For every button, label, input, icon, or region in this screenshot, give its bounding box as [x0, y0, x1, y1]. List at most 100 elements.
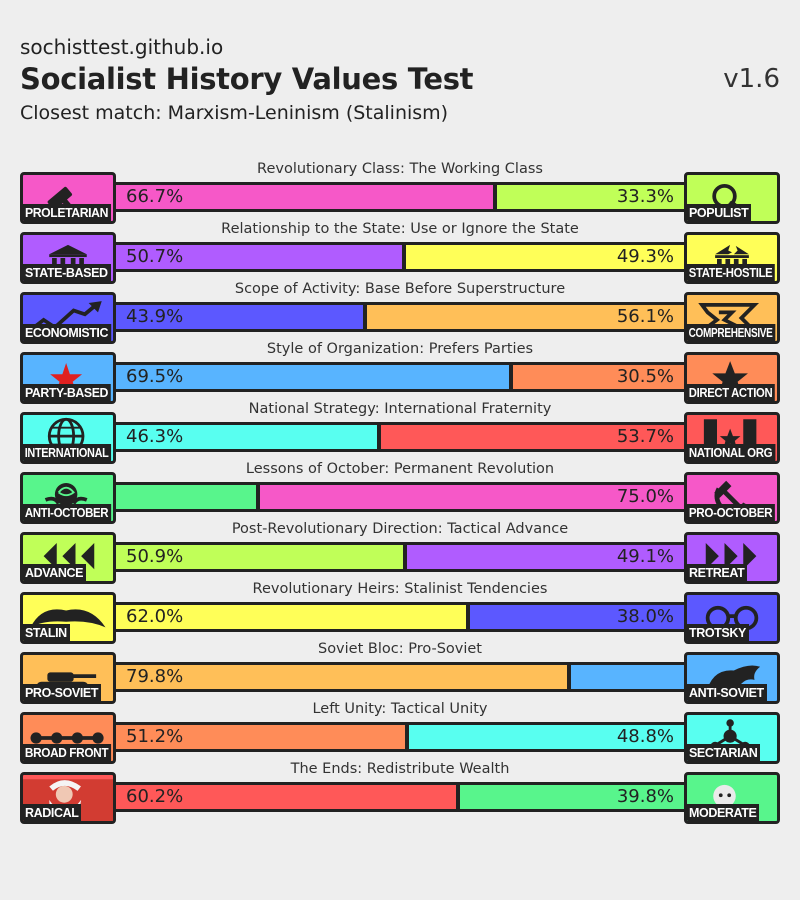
score-bar: 43.9% 56.1%	[116, 302, 684, 332]
axis-label: Revolutionary Heirs: Stalinist Tendencie…	[252, 581, 548, 597]
score-bar-right-fill	[571, 665, 684, 689]
right-percent: 49.3%	[616, 246, 674, 267]
right-percent: 75.0%	[616, 486, 674, 507]
axis-row: Lessons of October: Permanent Revolution…	[20, 460, 780, 524]
score-bar: 50.9% 49.1%	[116, 542, 684, 572]
axis-row: The Ends: Redistribute Wealth 60.2% 39.8% R…	[20, 760, 780, 824]
score-bar-left-fill	[116, 245, 402, 269]
right-percent: 49.1%	[616, 546, 674, 567]
score-bar: 46.3% 53.7%	[116, 422, 684, 452]
left-percent: 50.9%	[126, 546, 184, 567]
government-building-badge: STATE-BASED	[20, 232, 116, 284]
score-bar-left-fill	[116, 785, 456, 809]
score-bar-right-fill	[470, 605, 684, 629]
axis-label: Relationship to the State: Use or Ignore…	[221, 221, 579, 237]
score-bar-right-fill	[408, 725, 684, 749]
rose-icon	[44, 483, 88, 506]
score-bar-right-fill	[512, 365, 684, 389]
right-ideology-label: DIRECT ACTION	[687, 384, 776, 401]
score-bar-left-fill	[116, 485, 256, 509]
moustache-badge: STALIN	[20, 592, 116, 644]
forward-arrows-icon	[705, 543, 757, 570]
left-ideology-label: PARTY-BASED	[23, 384, 112, 401]
right-percent: 33.3%	[616, 186, 674, 207]
right-percent: 48.8%	[616, 726, 674, 747]
marx-portrait-badge: RADICAL	[20, 772, 116, 824]
black-star-badge: DIRECT ACTION	[684, 352, 780, 404]
cartoon-head-badge: ANTI-SOVIET	[684, 652, 780, 704]
score-bar: 50.7% 49.3%	[116, 242, 684, 272]
rose-badge: ANTI-OCTOBER	[20, 472, 116, 524]
broken-building-badge: STATE-HOSTILE	[684, 232, 780, 284]
left-ideology-label: ANTI-OCTOBER	[23, 504, 111, 521]
score-bar-left-fill	[116, 605, 467, 629]
score-bar-right-fill	[260, 485, 684, 509]
score-bar-left-fill	[116, 185, 493, 209]
branching-arrows-badge: COMPREHENSIVE	[684, 292, 780, 344]
axis-row: Style of Organization: Prefers Parties 69…	[20, 340, 780, 404]
score-bar: 62.0% 38.0%	[116, 602, 684, 632]
score-bar-right-fill	[459, 785, 684, 809]
left-percent: 51.2%	[126, 726, 184, 747]
left-ideology-label: INTERNATIONAL	[23, 444, 112, 461]
right-percent: 53.7%	[616, 426, 674, 447]
right-percent: 30.5%	[616, 366, 674, 387]
score-bar: 79.8%	[116, 662, 684, 692]
score-bar-left-fill	[116, 665, 568, 689]
right-ideology-label: COMPREHENSIVE	[687, 324, 775, 341]
closest-match: Closest match: Marxism-Leninism (Stalini…	[20, 102, 449, 124]
red-star-icon	[50, 363, 83, 393]
red-star-badge: PARTY-BASED	[20, 352, 116, 404]
magnifier-badge: POPULIST	[684, 172, 780, 224]
left-percent: 69.5%	[126, 366, 184, 387]
rising-arrow-badge: ECONOMISTIC	[20, 292, 116, 344]
axis-row: Revolutionary Class: The Working Class 66…	[20, 160, 780, 224]
axis-row: Left Unity: Tactical Unity 51.2% 48.8% BROA…	[20, 700, 780, 764]
left-percent: 50.7%	[126, 246, 184, 267]
left-ideology-label: BROAD FRONT	[23, 744, 112, 761]
left-percent: 43.9%	[126, 306, 184, 327]
score-bar-left-fill	[116, 545, 404, 569]
bernstein-portrait-badge: MODERATE	[684, 772, 780, 824]
score-bar: 60.2% 39.8%	[116, 782, 684, 812]
moustache-icon	[30, 609, 106, 628]
score-bar-left-fill	[116, 365, 509, 389]
axis-label: The Ends: Redistribute Wealth	[290, 761, 510, 777]
score-bar-right-fill	[496, 185, 684, 209]
right-ideology-label: STATE-HOSTILE	[687, 264, 776, 281]
score-bar-right-fill	[405, 245, 684, 269]
left-percent: 46.3%	[126, 426, 184, 447]
rising-arrow-icon	[25, 301, 102, 335]
right-ideology-label: NATIONAL ORG	[687, 444, 776, 461]
left-percent: 79.8%	[126, 666, 184, 687]
score-bar: 51.2% 48.8%	[116, 722, 684, 752]
site-url: sochisttest.github.io	[20, 35, 224, 59]
tank-badge: PRO-SOVIET	[20, 652, 116, 704]
left-ideology-label: PROLETARIAN	[23, 204, 111, 221]
left-percent: 66.7%	[126, 186, 184, 207]
score-bar-left-fill	[116, 425, 377, 449]
axis-row: Scope of Activity: Base Before Superstru…	[20, 280, 780, 344]
right-percent: 56.1%	[616, 306, 674, 327]
axis-label: National Strategy: International Fratern…	[248, 401, 552, 417]
hammer-badge: PROLETARIAN	[20, 172, 116, 224]
score-bar-left-fill	[116, 305, 364, 329]
black-star-icon	[712, 361, 748, 395]
left-percent: 62.0%	[126, 606, 184, 627]
network-badge: SECTARIAN	[684, 712, 780, 764]
axis-label: Style of Organization: Prefers Parties	[266, 341, 534, 357]
forward-arrows-badge: RETREAT	[684, 532, 780, 584]
right-ideology-label: PRO-OCTOBER	[687, 504, 776, 521]
right-percent: 38.0%	[616, 606, 674, 627]
left-ideology-label: STATE-BASED	[23, 264, 111, 281]
globe-badge: INTERNATIONAL	[20, 412, 116, 464]
right-ideology-label: RETREAT	[687, 564, 748, 581]
right-ideology-label: SECTARIAN	[687, 744, 761, 761]
left-ideology-label: ADVANCE	[23, 564, 87, 581]
left-ideology-label: RADICAL	[23, 804, 82, 821]
network-icon	[710, 719, 750, 752]
right-ideology-label: POPULIST	[687, 204, 752, 221]
right-ideology-label: ANTI-SOVIET	[687, 684, 767, 701]
results-header: sochisttest.github.io Socialist History …	[20, 34, 780, 124]
glasses-badge: TROTSKY	[684, 592, 780, 644]
